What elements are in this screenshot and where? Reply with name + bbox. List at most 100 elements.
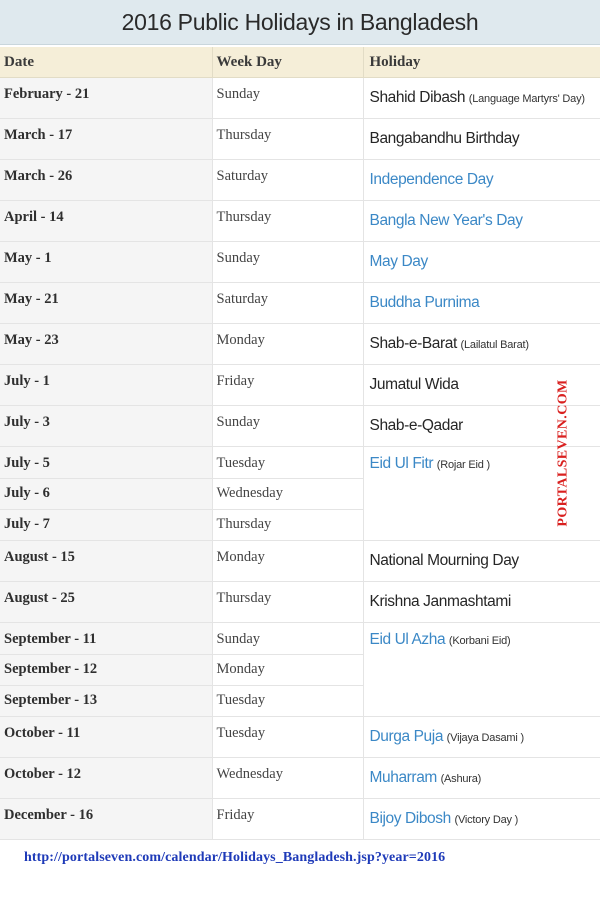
watermark-text: PORTALSEVEN.COM — [556, 379, 572, 527]
weekday-cell: Friday — [212, 364, 364, 406]
table-row: September - 11 Sunday Eid Ul Azha (Korbani… — [0, 622, 600, 717]
date-cell: July - 1 — [0, 364, 213, 406]
holiday-name: Independence Day — [369, 171, 494, 188]
weekday-cell: Sunday — [212, 405, 364, 447]
holiday-cell: Jumatul Wida — [363, 364, 600, 406]
weekday-cell: Thursday — [212, 118, 364, 160]
date-cell: July - 7 — [0, 509, 213, 541]
table-row: September - 12 Monday — [0, 654, 600, 686]
table-row: September - 13 Tuesday — [0, 685, 600, 717]
weekday-cell: Saturday — [212, 282, 364, 324]
weekday-cell: Monday — [212, 654, 364, 686]
holiday-cell: Buddha Purnima — [363, 282, 600, 324]
weekday-cell: Thursday — [212, 200, 364, 242]
holiday-note: (Lailatul Barat) — [460, 339, 530, 351]
table-header-row: Date Week Day Holiday — [0, 47, 600, 78]
holiday-note: (Vijaya Dasami ) — [446, 732, 524, 744]
holiday-cell: Krishna Janmashtami — [363, 581, 600, 623]
date-cell: August - 15 — [0, 540, 213, 582]
holiday-cell: National Mourning Day — [363, 540, 600, 582]
weekday-cell: Monday — [212, 323, 364, 365]
table-row: July - 6 Wednesday — [0, 478, 600, 510]
table-row: May - 23 Monday Shab-e-Barat (Lailatul Bar… — [0, 323, 600, 365]
table-row: March - 26 Saturday Independence Day — [0, 159, 600, 201]
weekday-cell: Sunday — [212, 77, 364, 119]
holiday-name: Shab-e-Qadar — [369, 417, 464, 434]
holiday-name: May Day — [369, 253, 429, 270]
weekday-cell: Wednesday — [212, 757, 364, 799]
holiday-cell: Bijoy Dibosh (Victory Day ) — [363, 798, 600, 840]
table-row: July - 5 Tuesday Eid Ul Fitr (Rojar Eid ) — [0, 446, 600, 541]
table-row: August - 25 Thursday Krishna Janmashtami — [0, 581, 600, 623]
holiday-name: Buddha Purnima — [369, 294, 480, 311]
table-row: May - 21 Saturday Buddha Purnima — [0, 282, 600, 324]
date-cell: July - 3 — [0, 405, 213, 447]
holiday-note: (Victory Day ) — [454, 814, 519, 826]
source-url-link[interactable]: http://portalseven.com/calendar/Holidays… — [24, 850, 446, 865]
weekday-cell: Wednesday — [212, 478, 364, 510]
holidays-table: Date Week Day Holiday February - 21 Sunda… — [0, 47, 600, 840]
holiday-cell: May Day — [363, 241, 600, 283]
weekday-cell: Tuesday — [212, 685, 364, 717]
table-row: October - 11 Tuesday Durga Puja (Vijaya Da… — [0, 716, 600, 758]
date-cell: April - 14 — [0, 200, 213, 242]
holiday-name: Shab-e-Barat — [369, 335, 458, 352]
holiday-name: Shahid Dibash — [369, 89, 466, 106]
date-cell: September - 11 — [0, 622, 213, 655]
holiday-name: Bangabandhu Birthday — [369, 130, 520, 147]
date-cell: March - 26 — [0, 159, 213, 201]
weekday-cell: Thursday — [212, 581, 364, 623]
table-row: October - 12 Wednesday Muharram (Ashura) — [0, 757, 600, 799]
table-row: July - 1 Friday Jumatul Wida — [0, 364, 600, 406]
title-bar: 2016 Public Holidays in Bangladesh — [0, 0, 600, 45]
table-row: August - 15 Monday National Mourning Day — [0, 540, 600, 582]
column-header-date: Date — [0, 47, 213, 78]
holiday-cell: Shab-e-Qadar — [363, 405, 600, 447]
holiday-cell: Shahid Dibash (Language Martyrs' Day) — [363, 77, 600, 119]
table-row: May - 1 Sunday May Day — [0, 241, 600, 283]
holiday-name: National Mourning Day — [369, 552, 520, 569]
date-cell: August - 25 — [0, 581, 213, 623]
holiday-name: Eid Ul Fitr — [369, 455, 434, 472]
holiday-name: Durga Puja — [369, 728, 444, 745]
date-cell: February - 21 — [0, 77, 213, 119]
date-cell: March - 17 — [0, 118, 213, 160]
holiday-name: Muharram — [369, 769, 438, 786]
holiday-cell: Bangabandhu Birthday — [363, 118, 600, 160]
holidays-table-body: February - 21 Sunday Shahid Dibash (Langua… — [0, 77, 600, 840]
weekday-cell: Friday — [212, 798, 364, 840]
table-row: July - 3 Sunday Shab-e-Qadar — [0, 405, 600, 447]
holiday-cell: Bangla New Year's Day — [363, 200, 600, 242]
holiday-cell: Independence Day — [363, 159, 600, 201]
watermark: PORTALSEVEN.COM — [553, 376, 575, 530]
weekday-cell: Thursday — [212, 509, 364, 541]
holiday-cell: Durga Puja (Vijaya Dasami ) — [363, 716, 600, 758]
weekday-cell: Sunday — [212, 622, 364, 655]
date-cell: December - 16 — [0, 798, 213, 840]
date-cell: May - 23 — [0, 323, 213, 365]
holiday-note: (Rojar Eid ) — [436, 459, 490, 471]
holiday-name: Jumatul Wida — [369, 376, 459, 393]
table-row: March - 17 Thursday Bangabandhu Birthday — [0, 118, 600, 160]
holiday-cell: Muharram (Ashura) — [363, 757, 600, 799]
holiday-name: Bangla New Year's Day — [369, 212, 524, 229]
weekday-cell: Tuesday — [212, 716, 364, 758]
holiday-cell: Eid Ul Azha (Korbani Eid) — [363, 622, 600, 717]
weekday-cell: Saturday — [212, 159, 364, 201]
table-row: February - 21 Sunday Shahid Dibash (Langua… — [0, 77, 600, 119]
table-row: July - 7 Thursday — [0, 509, 600, 541]
holiday-name: Bijoy Dibosh — [369, 810, 452, 827]
table-row: April - 14 Thursday Bangla New Year's Day — [0, 200, 600, 242]
holiday-note: (Ashura) — [440, 773, 482, 785]
date-cell: October - 12 — [0, 757, 213, 799]
date-cell: May - 1 — [0, 241, 213, 283]
column-header-holiday: Holiday — [363, 47, 600, 78]
date-cell: July - 6 — [0, 478, 213, 510]
page-title: 2016 Public Holidays in Bangladesh — [121, 8, 479, 35]
holiday-name: Krishna Janmashtami — [369, 593, 512, 610]
date-cell: October - 11 — [0, 716, 213, 758]
holiday-cell: Eid Ul Fitr (Rojar Eid ) — [363, 446, 600, 541]
date-cell: May - 21 — [0, 282, 213, 324]
weekday-cell: Tuesday — [212, 446, 364, 479]
holiday-note: (Korbani Eid) — [448, 635, 511, 647]
